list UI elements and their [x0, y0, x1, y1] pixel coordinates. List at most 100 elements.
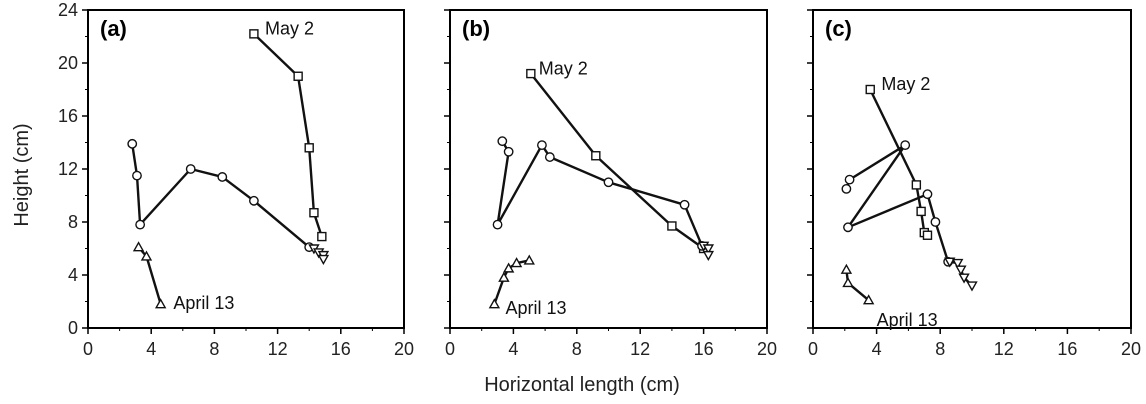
data-point-square: [922, 230, 933, 240]
x-tick-label: 4: [508, 339, 518, 359]
data-point-circle: [603, 177, 614, 188]
y-tick-label: 0: [68, 318, 78, 338]
series-circle: [127, 138, 315, 253]
data-point-circle: [930, 217, 941, 227]
data-point-circle: [544, 152, 555, 162]
panel-label: (c): [825, 16, 852, 41]
data-point-triangle-up: [842, 277, 854, 288]
x-tick-label: 16: [1057, 339, 1077, 359]
data-point-circle: [537, 140, 547, 151]
x-tick-label: 8: [935, 339, 945, 359]
data-point-circle: [492, 219, 503, 230]
panel-b: 0 4 8 12 16 20 (b) May 2 April 13: [444, 9, 777, 359]
data-point-triangle-down: [951, 258, 964, 270]
plot-frame: [812, 9, 1132, 329]
x-tick-label: 8: [572, 339, 582, 359]
data-point-triangle-up: [154, 298, 167, 309]
series-line: [131, 143, 310, 249]
x-tick-label: 0: [445, 339, 455, 359]
series-square: [249, 29, 327, 242]
data-point-circle: [497, 136, 508, 147]
series-triangle-down: [944, 257, 978, 292]
data-point-triangle-down: [958, 273, 970, 284]
data-point-triangle-up: [862, 294, 875, 305]
data-point-circle: [844, 174, 855, 185]
data-point-triangle-up: [510, 257, 523, 268]
y-tick-label: 8: [68, 212, 78, 232]
series-triangle-up: [840, 263, 875, 305]
annotation-label: April 13: [173, 293, 234, 313]
data-point-triangle-up: [840, 263, 853, 274]
panel-label: (b): [462, 16, 490, 41]
x-tick-label: 16: [694, 339, 714, 359]
data-point-square: [911, 180, 922, 190]
x-tick-label: 12: [630, 339, 650, 359]
panel-label: (a): [100, 16, 127, 41]
data-point-triangle-up: [498, 271, 510, 282]
x-tick-label: 8: [209, 339, 219, 359]
series-square: [526, 68, 709, 254]
series-triangle-down: [697, 241, 715, 262]
x-tick-label: 12: [994, 339, 1014, 359]
y-tick-label: 16: [58, 106, 78, 126]
x-tick-label: 16: [331, 339, 351, 359]
series-line: [137, 246, 162, 305]
data-point-triangle-up: [488, 298, 501, 309]
data-point-triangle-down: [317, 254, 330, 266]
series-line: [253, 33, 323, 237]
data-point-triangle-down: [955, 265, 967, 276]
data-point-circle: [679, 199, 690, 210]
y-axis-title: Height (cm): [11, 123, 33, 226]
series-triangle-down: [308, 244, 330, 266]
y-tick-label: 4: [68, 265, 78, 285]
data-point-triangle-up: [523, 254, 535, 265]
data-point-triangle-down: [702, 244, 715, 255]
data-point-square: [916, 206, 926, 217]
data-point-triangle-up: [502, 262, 515, 273]
data-point-square: [667, 221, 677, 231]
data-point-circle: [248, 195, 259, 206]
data-point-triangle-down: [944, 257, 956, 268]
data-point-circle: [843, 222, 853, 233]
data-point-circle: [841, 183, 852, 194]
x-tick-label: 20: [757, 339, 777, 359]
panel-c: 0 4 8 12 16 20 (c) May 2 April 13: [807, 9, 1141, 359]
annotation-label: May 2: [881, 74, 930, 94]
data-point-square: [591, 151, 601, 161]
y-tick-label: 24: [58, 0, 78, 20]
x-tick-label: 20: [394, 339, 414, 359]
data-point-circle: [503, 146, 514, 157]
series-line: [845, 143, 950, 263]
annotation-label: May 2: [265, 19, 314, 39]
data-point-triangle-down: [966, 281, 978, 292]
series-triangle-up: [132, 241, 167, 309]
annotation-label: May 2: [539, 58, 588, 78]
y-tick-label: 12: [58, 159, 78, 179]
data-point-square: [317, 231, 327, 242]
x-tick-label: 4: [872, 339, 882, 359]
data-point-circle: [900, 140, 911, 151]
series-circle: [841, 140, 954, 267]
x-tick-label: 4: [146, 339, 156, 359]
x-tick-label: 12: [268, 339, 288, 359]
data-point-circle: [922, 189, 933, 200]
series-triangle-up: [488, 254, 535, 309]
data-point-square: [249, 29, 259, 39]
annotation-label: April 13: [505, 298, 566, 318]
data-point-square: [304, 143, 314, 153]
y-tick-label: 20: [58, 53, 78, 73]
data-point-circle: [217, 172, 228, 182]
data-point-triangle-up: [140, 250, 153, 261]
data-point-circle: [185, 164, 196, 174]
data-point-square: [865, 84, 875, 95]
data-point-square: [309, 208, 319, 218]
data-point-circle: [127, 138, 138, 149]
data-point-square: [526, 68, 536, 79]
series-line: [496, 140, 704, 247]
panel-a: 0 4 8 12 16 20 0 4 8 12 16 20 24 (a) May 2 April 13: [58, 0, 414, 359]
x-tick-label: 0: [83, 339, 93, 359]
x-axis-title: Horizontal length (cm): [484, 374, 680, 396]
x-tick-label: 20: [1121, 339, 1141, 359]
data-point-circle: [135, 219, 146, 230]
